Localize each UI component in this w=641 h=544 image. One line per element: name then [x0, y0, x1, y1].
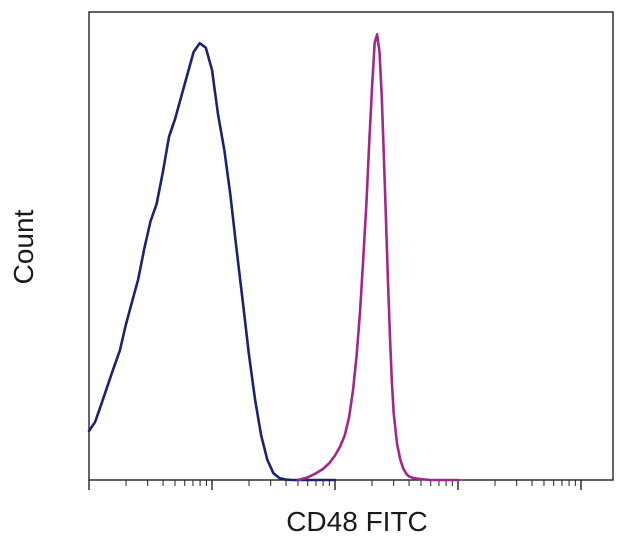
y-axis-label: Count: [8, 209, 39, 284]
x-axis-ticks: [88, 480, 582, 490]
histogram-series-1: [87, 41, 337, 482]
plot-frame: [88, 11, 614, 481]
series-group: [87, 32, 460, 482]
histogram-series-2: [296, 32, 460, 482]
x-axis-label: CD48 FITC: [286, 506, 428, 537]
